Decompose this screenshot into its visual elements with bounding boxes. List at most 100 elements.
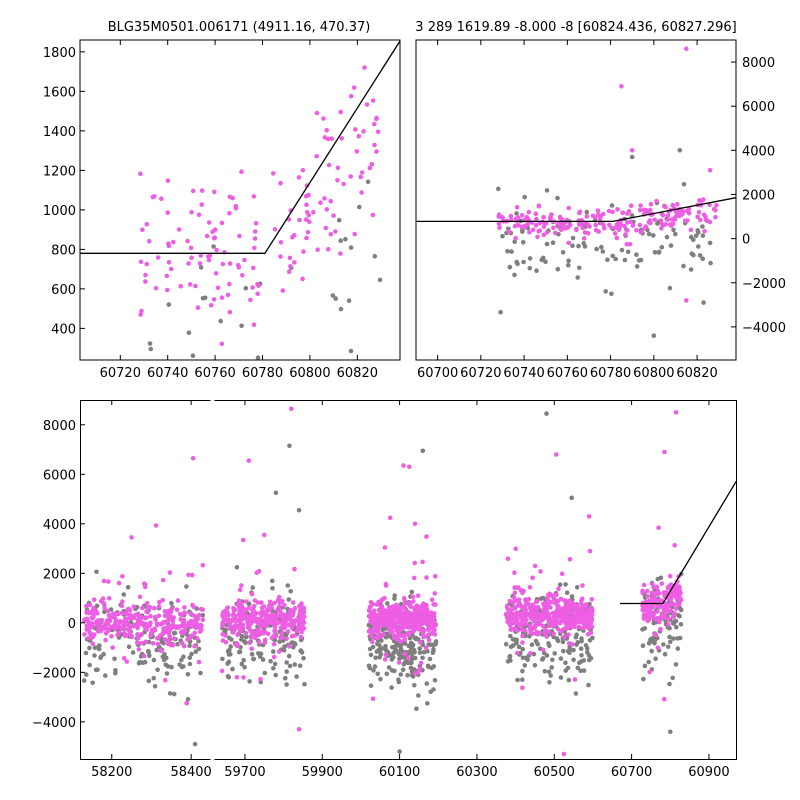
magenta-point [579,598,584,604]
magenta-point [261,631,266,636]
magenta-point [267,599,273,605]
gray-point [378,676,383,682]
magenta-point [304,235,309,241]
magenta-point [510,617,516,623]
magenta-point [239,169,244,174]
magenta-point [575,619,580,625]
gray-point [392,644,397,650]
magenta-point [668,597,674,602]
magenta-point [530,227,536,233]
gray-point [581,241,586,246]
gray-point [87,662,92,668]
magenta-point [590,213,596,219]
magenta-point [523,613,528,618]
magenta-point [162,609,168,614]
magenta-point [239,583,244,588]
magenta-point [294,628,300,634]
magenta-point [649,610,654,615]
gray-point [284,669,290,674]
gray-point [392,593,398,598]
zoom-ytick-label: 1000 [43,204,76,219]
magenta-point [618,222,624,227]
magenta-point [393,607,399,612]
magenta-point [562,226,568,231]
magenta-point [271,654,277,660]
magenta-point [510,606,516,611]
magenta-point [714,203,719,208]
gray-point [398,672,404,677]
gray-point [527,256,533,261]
magenta-point [655,615,660,621]
gray-point [165,664,171,669]
magenta-point [546,629,551,634]
magenta-point [685,218,690,223]
magenta-point [259,600,264,605]
gray-point [198,670,203,676]
magenta-point [656,591,662,596]
gray-point [113,668,118,673]
gray-point [646,231,652,237]
gray-point [338,306,344,312]
magenta-point [339,136,345,141]
magenta-point [398,639,403,644]
gray-point [409,657,415,662]
magenta-point [138,312,143,317]
gray-point [227,647,232,653]
gray-outlier-point [544,411,549,416]
magenta-outlier-point [262,532,267,538]
magenta-point [663,222,669,227]
magenta-point [90,632,95,637]
gray-outlier-point [629,154,635,160]
magenta-point [563,620,568,626]
magenta-point [159,196,164,201]
gray-point [532,663,538,668]
magenta-point [163,677,168,683]
magenta-point [553,600,558,605]
magenta-point [278,240,284,245]
gray-point [211,244,216,249]
gray-point [151,675,156,681]
magenta-point [377,622,383,628]
gray-point [387,633,393,639]
magenta-point [595,208,601,213]
magenta-point [567,222,573,228]
magenta-point [271,171,276,176]
gray-point [664,234,670,240]
gray-point [84,672,89,677]
magenta-point [153,285,159,291]
magenta-point [293,618,298,623]
season-xtick-label: 60780 [590,366,631,381]
magenta-point [568,605,573,611]
full-seg1-xtick-label: 60900 [688,765,729,780]
magenta-point [182,610,188,616]
magenta-point [219,341,225,347]
magenta-point [142,584,148,590]
magenta-point [522,628,528,634]
gray-point [271,666,276,671]
gray-point [169,600,174,606]
magenta-point [178,617,183,622]
magenta-point [261,604,267,609]
gray-point [218,318,223,324]
magenta-point [237,233,242,239]
magenta-point [238,615,243,621]
magenta-point [253,635,258,641]
gray-point [426,642,432,647]
magenta-point [243,599,249,604]
gray-point [563,660,568,666]
magenta-point [326,162,332,168]
season-xtick-label: 60820 [676,366,717,381]
magenta-point [548,216,553,222]
magenta-point [584,214,590,219]
gray-point [83,650,89,656]
magenta-point [103,637,108,643]
zoom-panel-title: BLG35M0501.006171 (4911.16, 470.37) [108,20,371,35]
magenta-point [233,642,239,648]
magenta-point [420,632,426,637]
magenta-point [562,598,567,603]
full-ytick-label: −2000 [32,666,76,681]
magenta-point [535,234,540,240]
magenta-outlier-point [629,148,635,153]
gray-point [185,672,191,677]
magenta-point [227,261,233,266]
